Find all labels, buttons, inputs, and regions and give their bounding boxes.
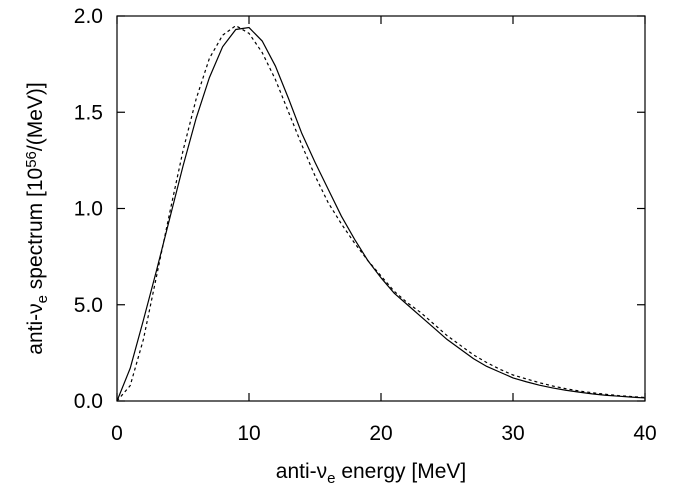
y-axis-label-part: spectrum [10: [24, 168, 47, 295]
y-axis-label-part: 56: [23, 151, 40, 168]
y-tick-label: 2.0: [74, 5, 103, 28]
x-axis-label-part: anti-ν: [276, 460, 327, 483]
y-axis-label-part: anti-ν: [24, 303, 47, 354]
y-tick-label: 1.0: [74, 198, 103, 221]
data-line: [116, 26, 646, 402]
y-tick-label: 0.0: [74, 390, 103, 413]
x-tick-label: 30: [501, 422, 524, 445]
x-tick-label: 10: [237, 422, 260, 445]
y-axis-label: anti-νe spectrum [1056/(MeV)]: [23, 82, 51, 354]
x-tick-label: 40: [633, 422, 656, 445]
x-axis-label: anti-νe energy [MeV]: [276, 460, 466, 487]
y-axis-label-part: /(MeV)]: [24, 82, 47, 151]
data-line: [116, 24, 646, 402]
plot-frame: [116, 15, 646, 402]
y-tick-label: 5.0: [74, 294, 103, 317]
x-tick-label: 20: [369, 422, 392, 445]
y-axis-label-part: e: [34, 295, 51, 303]
x-axis-label-part: energy [MeV]: [335, 460, 466, 483]
y-tick-label: 1.5: [74, 101, 103, 124]
x-tick-label: 0: [111, 422, 123, 445]
x-axis-label-part: e: [327, 470, 335, 487]
